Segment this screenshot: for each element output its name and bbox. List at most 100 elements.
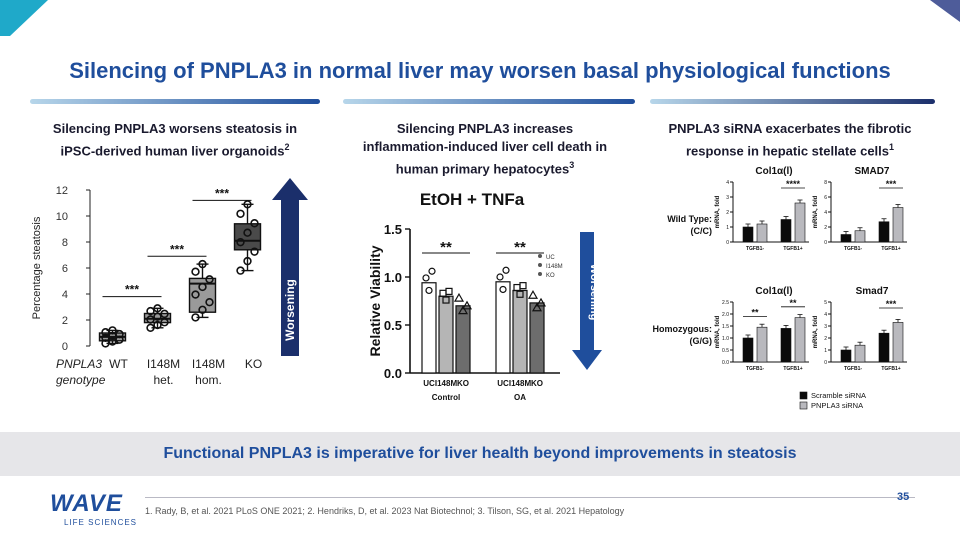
steatosis-point bbox=[205, 275, 214, 284]
references: 1. Rady, B, et al. 2021 PLoS ONE 2021; 2… bbox=[145, 506, 625, 516]
panel-bar-right bbox=[650, 99, 935, 104]
fibrosis-chart-title: Col1α(l) bbox=[755, 286, 792, 297]
fibrosis-y-tick-label: 2.5 bbox=[722, 300, 729, 306]
slide-title: Silencing of PNPLA3 in normal liver may … bbox=[69, 58, 891, 83]
fibrosis-y-tick-label: 0 bbox=[726, 240, 729, 246]
fibrosis-bar bbox=[794, 202, 806, 243]
steatosis-point bbox=[115, 329, 124, 339]
fibrosis-bar bbox=[840, 234, 852, 243]
fibrosis-y-tick-label: 0.0 bbox=[722, 360, 729, 366]
fibrosis-x-tick-label: TGFB1- bbox=[746, 246, 764, 252]
fibrosis-y-label: mRNA, fold bbox=[813, 195, 819, 228]
fibrosis-chart-title: Smad7 bbox=[856, 286, 889, 297]
viability-x-tick-label: KO bbox=[531, 379, 543, 388]
fibrosis-bar bbox=[854, 230, 866, 243]
fibrosis-y-tick-label: 8 bbox=[824, 180, 827, 186]
steatosis-point bbox=[153, 312, 162, 321]
fibrosis-x-tick-label: TGFB1+ bbox=[881, 366, 900, 372]
steatosis-point bbox=[236, 209, 245, 218]
steatosis-y-label: Percentage steatosis bbox=[31, 216, 43, 319]
worsening-arrow-middle: Worsening bbox=[572, 232, 602, 370]
fibrosis-y-tick-label: 1.5 bbox=[722, 324, 729, 330]
fibrosis-legend-swatch bbox=[799, 391, 808, 400]
viability-point bbox=[425, 286, 433, 295]
steatosis-point bbox=[236, 237, 245, 247]
viability-legend-label: KO bbox=[546, 273, 555, 279]
viability-point bbox=[496, 273, 504, 281]
fibrosis-legend-label: Scramble siRNA bbox=[811, 391, 866, 400]
viability-point bbox=[461, 300, 473, 310]
viability-bar bbox=[495, 281, 511, 374]
viability-bar bbox=[529, 302, 545, 374]
steatosis-sig-label: *** bbox=[170, 242, 184, 256]
viability-y-tick-label: 1.5 bbox=[384, 222, 402, 237]
fibrosis-y-label: mRNA, fold bbox=[715, 195, 721, 228]
panel-title-left-sup: 2 bbox=[284, 142, 290, 152]
steatosis-point bbox=[146, 323, 155, 333]
panel-title-middle-line1: Silencing PNPLA3 increases bbox=[396, 121, 574, 136]
steatosis-box-plot: Percentage steatosis 0 2 4 6 8 10 12 *** *** *** PN… bbox=[31, 185, 262, 387]
fibrosis-legend-swatch bbox=[799, 401, 808, 410]
fibrosis-bar-charts: Wild Type: (C/C) Homozygous: (G/G) Col1α(l) m… bbox=[653, 166, 907, 410]
logo-wordmark: WAVE bbox=[50, 490, 123, 517]
fibrosis-x-tick-label: TGFB1- bbox=[844, 246, 862, 252]
worsening-label-middle: Worsening bbox=[588, 264, 600, 321]
panel-title-left-line1: Silencing PNPLA3 worsens steatosis in bbox=[52, 121, 298, 136]
fibrosis-bar bbox=[742, 226, 754, 243]
viability-point bbox=[445, 287, 453, 296]
viability-y-tick-label: 0.5 bbox=[384, 318, 402, 333]
steatosis-x-prefix: PNPLA3 bbox=[56, 357, 102, 371]
fibrosis-row-label-hom: Homozygous: bbox=[653, 324, 713, 334]
fibrosis-sig-label: *** bbox=[886, 179, 897, 189]
steatosis-point bbox=[160, 309, 169, 319]
fibrosis-bar bbox=[794, 317, 806, 363]
panel-title-right-sup: 1 bbox=[889, 142, 895, 152]
viability-point bbox=[499, 285, 507, 294]
fibrosis-y-tick-label: 1 bbox=[824, 348, 827, 354]
panel-title-left-line2: iPSC-derived human liver organoids bbox=[60, 143, 285, 159]
viability-x-tick-label: I148M bbox=[435, 379, 458, 388]
fibrosis-bar bbox=[742, 337, 754, 363]
viability-legend-marker bbox=[538, 254, 542, 258]
panel-title-middle: Silencing PNPLA3 increases inflammation-… bbox=[335, 120, 635, 178]
fibrosis-chart-title: Col1α(l) bbox=[755, 166, 792, 177]
viability-bar bbox=[455, 305, 471, 374]
panel-title-right: PNPLA3 siRNA exacerbates the fibrotic re… bbox=[645, 120, 935, 160]
steatosis-point bbox=[236, 266, 245, 275]
viability-point bbox=[457, 305, 469, 315]
steatosis-y-tick-label: 0 bbox=[62, 341, 68, 353]
fibrosis-y-label: mRNA, fold bbox=[715, 315, 721, 348]
fibrosis-y-tick-label: 3 bbox=[726, 195, 729, 201]
panel-title-middle-line3: human primary hepatocytes bbox=[395, 161, 570, 177]
panel-title-right-line1: PNPLA3 siRNA exacerbates the fibrotic bbox=[668, 121, 912, 136]
viability-legend-label: I148M bbox=[546, 264, 563, 270]
fibrosis-row-label-wt: Wild Type: bbox=[667, 214, 712, 224]
fibrosis-y-tick-label: 2.0 bbox=[722, 312, 729, 318]
steatosis-sig-label: *** bbox=[125, 283, 139, 297]
fibrosis-x-tick-label: TGFB1+ bbox=[783, 366, 802, 372]
viability-legend-marker bbox=[538, 272, 542, 276]
fibrosis-y-tick-label: 2 bbox=[824, 336, 827, 342]
panel-title-right-line2: response in hepatic stellate cells bbox=[685, 143, 889, 159]
panel-title-middle-sup: 3 bbox=[569, 160, 575, 170]
fibrosis-sig-label: *** bbox=[886, 299, 897, 309]
steatosis-point bbox=[198, 282, 207, 292]
fibrosis-y-tick-label: 2 bbox=[726, 210, 729, 216]
steatosis-point bbox=[191, 290, 200, 299]
fibrosis-y-tick-label: 4 bbox=[824, 210, 827, 216]
fibrosis-x-tick-label: TGFB1- bbox=[844, 366, 862, 372]
viability-sig-label: ** bbox=[514, 239, 526, 256]
steatosis-point bbox=[146, 315, 155, 324]
fibrosis-y-tick-label: 4 bbox=[824, 312, 827, 318]
steatosis-x-tick-label: WT bbox=[109, 357, 128, 371]
fibrosis-y-tick-label: 3 bbox=[824, 324, 827, 330]
steatosis-point bbox=[191, 267, 200, 276]
fibrosis-row-label-wt-geno: (C/C) bbox=[691, 226, 713, 236]
corner-decoration-left bbox=[0, 0, 48, 36]
panel-bar-left bbox=[30, 99, 320, 104]
viability-point bbox=[513, 283, 521, 292]
fibrosis-bar bbox=[756, 223, 768, 243]
steatosis-y-tick-label: 10 bbox=[56, 211, 68, 223]
fibrosis-bar bbox=[878, 221, 890, 243]
steatosis-point bbox=[108, 326, 117, 335]
